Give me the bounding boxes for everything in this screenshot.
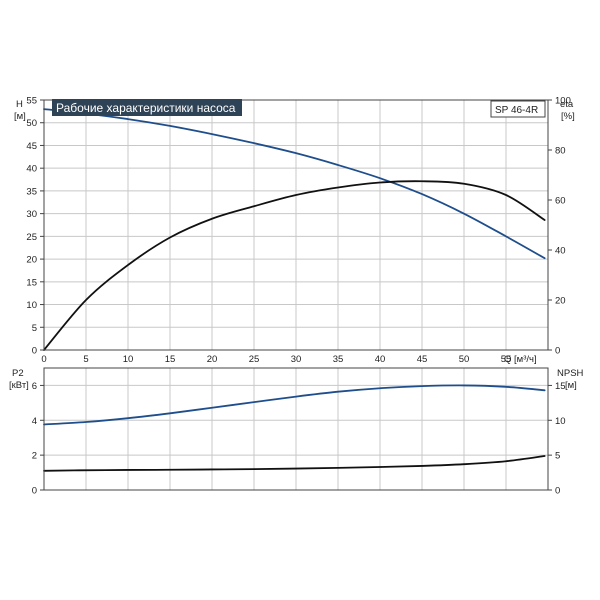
- y-right-tick-label: 10: [555, 416, 566, 427]
- chart-title: Рабочие характеристики насоса: [56, 101, 236, 115]
- x-tick-label: 0: [41, 354, 46, 365]
- top-grid: [43, 99, 548, 351]
- h-axis-name: H: [16, 99, 23, 110]
- y-left-tick-label: 20: [26, 255, 37, 266]
- h-axis-unit: [м]: [14, 111, 26, 122]
- bottom-plot-border: [43, 367, 549, 491]
- model-box: [490, 100, 546, 118]
- y-right-tick-label: 20: [555, 296, 566, 307]
- bottom-panel: 0 2 4 6 0 5 10 15 P2 [кВт] NPSH [м]: [9, 367, 584, 497]
- x-tick-label: 50: [459, 354, 470, 365]
- x-tick-label: 45: [417, 354, 428, 365]
- y-right-tick-label: 15: [555, 381, 566, 392]
- y-left-tick-label: 15: [26, 277, 37, 288]
- y-right-tick-label: 100: [555, 96, 571, 107]
- top-series-group: [43, 108, 546, 351]
- y-left-tick-label: 0: [32, 486, 37, 497]
- y-left-tick-label: 4: [32, 416, 37, 427]
- top-panel: 0 5 10 15 20 25 30 35 40 45 50 55 0 20 40 60 80 100 0 5 10 15…: [14, 96, 575, 366]
- bottom-series-group: [43, 384, 546, 472]
- y-right-tick-label: 0: [555, 486, 560, 497]
- eta-axis-unit: [%]: [561, 111, 575, 122]
- x-tick-label: 35: [333, 354, 344, 365]
- x-tick-label: 40: [375, 354, 386, 365]
- p2-axis-name: P2: [12, 368, 24, 379]
- x-tick-label: 10: [123, 354, 134, 365]
- x-tick-label: 15: [165, 354, 176, 365]
- npsh-axis-unit: [м]: [565, 380, 577, 391]
- npsh-axis-name: NPSH: [557, 368, 584, 379]
- bottom-ticks: 0 2 4 6 0 5 10 15: [32, 381, 566, 497]
- y-right-tick-label: 40: [555, 246, 566, 257]
- top-ticks: 0 5 10 15 20 25 30 35 40 45 50 55 0 20 40 60 80 100 0 5 10 15…: [26, 96, 570, 366]
- y-left-tick-label: 5: [32, 323, 37, 334]
- series-line: [43, 384, 546, 426]
- top-plot-border: [43, 99, 549, 351]
- y-left-tick-label: 6: [32, 381, 37, 392]
- x-tick-label: 5: [83, 354, 88, 365]
- x-tick-label: 25: [249, 354, 260, 365]
- x-tick-label: 20: [207, 354, 218, 365]
- y-left-tick-label: 25: [26, 232, 37, 243]
- series-line: [43, 455, 546, 472]
- eta-axis-name: eta: [560, 99, 574, 110]
- x-tick-label: 55: [501, 354, 512, 365]
- q-axis-unit: Q [м³/ч]: [504, 354, 537, 365]
- model-label: SP 46-4R: [495, 105, 538, 116]
- title-box: [52, 99, 242, 116]
- y-right-tick-label: 60: [555, 196, 566, 207]
- y-right-tick-label: 80: [555, 146, 566, 157]
- y-left-tick-label: 0: [32, 346, 37, 357]
- y-left-tick-label: 45: [26, 141, 37, 152]
- series-line: [43, 180, 546, 351]
- y-left-tick-label: 2: [32, 451, 37, 462]
- series-line: [43, 108, 546, 260]
- p2-axis-unit: [кВт]: [9, 380, 29, 391]
- y-left-tick-label: 35: [26, 186, 37, 197]
- y-left-tick-label: 30: [26, 209, 37, 220]
- y-left-tick-label: 50: [26, 118, 37, 129]
- y-left-tick-label: 40: [26, 164, 37, 175]
- y-right-tick-label: 0: [555, 346, 560, 357]
- y-left-tick-label: 10: [26, 300, 37, 311]
- y-right-tick-label: 5: [555, 451, 560, 462]
- x-tick-label: 30: [291, 354, 302, 365]
- y-left-tick-label: 55: [26, 96, 37, 107]
